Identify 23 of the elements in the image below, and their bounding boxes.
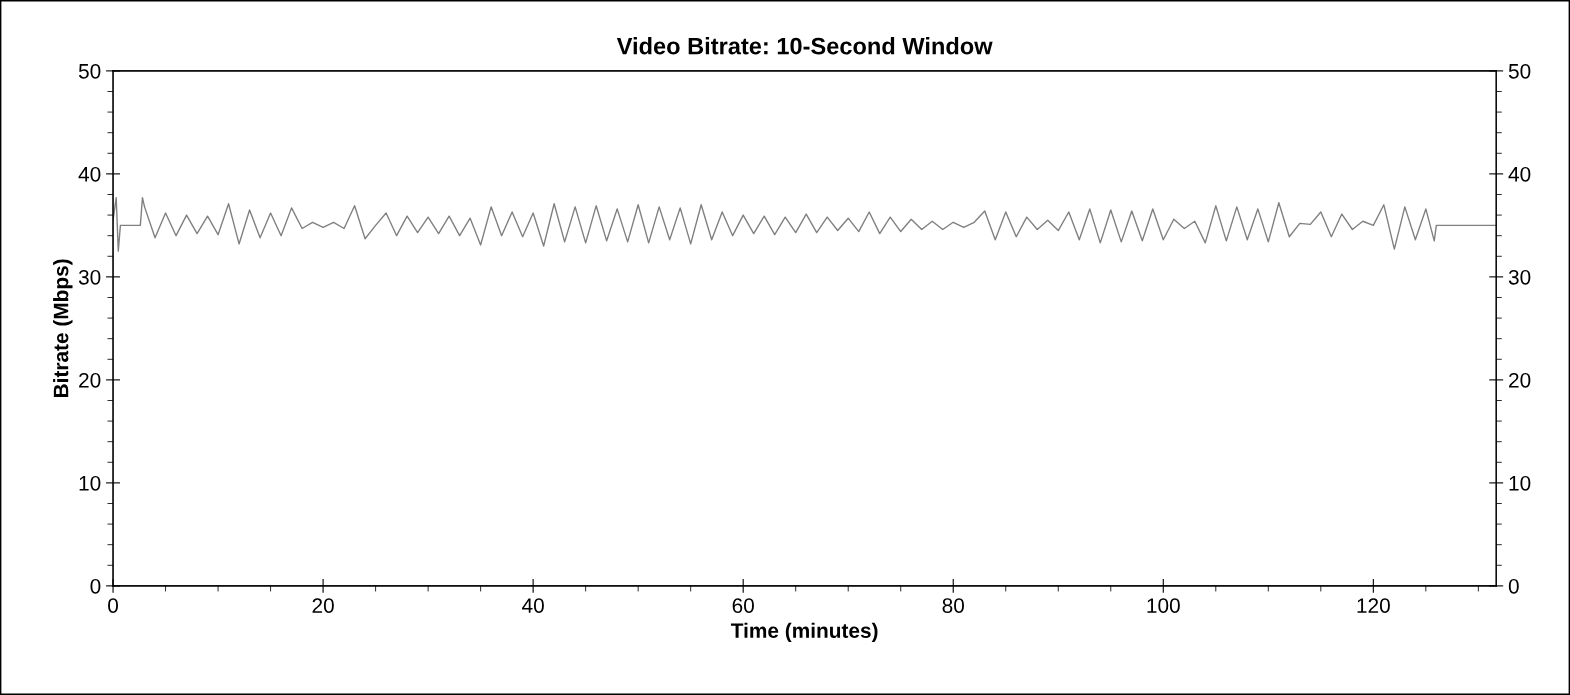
x-tick-label: 20 <box>312 598 334 613</box>
y-tick-label: 0 <box>90 578 101 594</box>
x-tick-label: 60 <box>732 598 754 613</box>
y-tick-label: 50 <box>78 63 101 79</box>
y-tick-label: 10 <box>79 475 101 491</box>
y2-tick-label: 50 <box>1508 63 1531 79</box>
y2-tick-label: 20 <box>1509 372 1531 388</box>
x-tick-label: 40 <box>522 598 544 613</box>
line-series <box>113 196 1497 252</box>
y2-tick-label: 30 <box>1508 269 1531 285</box>
x-tick-label: 100 <box>1147 598 1180 613</box>
y-tick-label: 20 <box>79 372 101 388</box>
y2-tick-label: 0 <box>1508 578 1519 594</box>
y2-tick-label: 10 <box>1509 475 1531 491</box>
x-axis-title: Time (minutes) <box>730 622 878 643</box>
y-axis-title: Bitrate (Mbps) <box>53 259 73 398</box>
x-tick-label: 0 <box>108 598 119 613</box>
chart-title: Video Bitrate: 10-Second Window <box>616 37 993 55</box>
y-tick-label: 30 <box>78 269 101 285</box>
x-tick-label: 120 <box>1357 598 1390 613</box>
y-tick-label: 40 <box>78 166 101 182</box>
y2-tick-label: 40 <box>1508 166 1531 182</box>
x-tick-label: 80 <box>942 598 965 613</box>
